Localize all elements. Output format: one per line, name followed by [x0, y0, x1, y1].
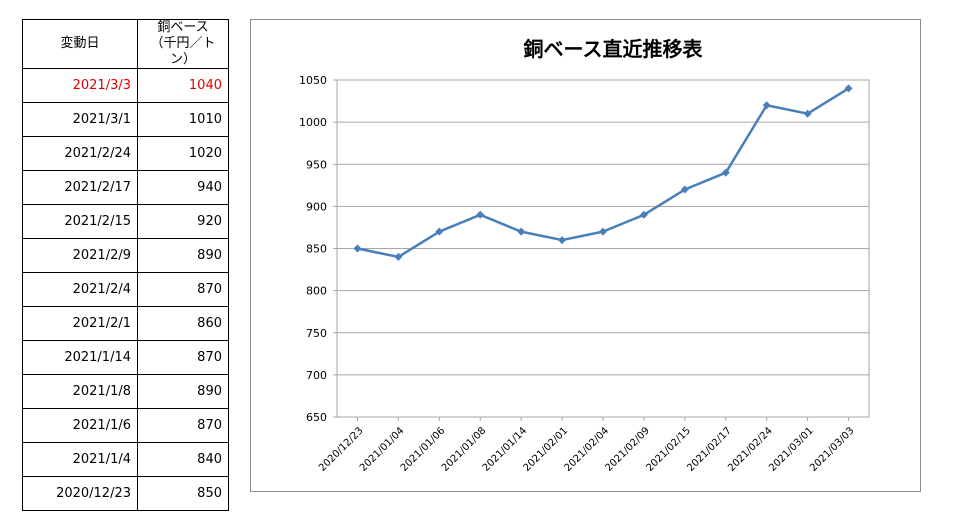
- y-tick-label: 1050: [299, 74, 327, 87]
- row-date: 2021/1/8: [22, 374, 138, 409]
- row-value: 1040: [137, 68, 229, 103]
- data-point: [394, 252, 403, 261]
- chart-title: 銅ベース直近推移表: [524, 37, 704, 61]
- table-row: 2021/1/6 870: [22, 408, 229, 443]
- header-value-line2: （千円／トン）: [150, 36, 216, 67]
- y-tick-label: 700: [306, 369, 327, 382]
- table-row: 2021/2/4 870: [22, 272, 229, 307]
- row-date: 2021/3/1: [22, 102, 138, 137]
- row-value: 1010: [137, 102, 229, 137]
- row-date: 2021/1/14: [22, 340, 138, 375]
- data-point: [435, 227, 444, 236]
- row-value: 920: [137, 204, 229, 239]
- data-point: [762, 101, 771, 110]
- data-point: [844, 84, 853, 93]
- y-tick-label: 850: [306, 243, 327, 256]
- row-date: 2021/2/4: [22, 272, 138, 307]
- data-point: [517, 227, 526, 236]
- table-row: 2021/1/4 840: [22, 442, 229, 477]
- y-tick-label: 950: [306, 158, 327, 171]
- table-row: 2021/1/8 890: [22, 374, 229, 409]
- row-value: 840: [137, 442, 229, 477]
- data-point: [353, 244, 362, 253]
- header-value-line1: 銅ベース: [157, 20, 209, 35]
- table-row: 2021/3/3 1040: [22, 68, 229, 103]
- copper-line-chart: 銅ベース直近推移表 650 700 750 800 850 900 950 1000 1050 20…: [299, 37, 870, 474]
- row-date: 2021/2/1: [22, 306, 138, 341]
- data-point: [558, 236, 567, 245]
- row-value: 890: [137, 238, 229, 273]
- row-value: 860: [137, 306, 229, 341]
- row-date: 2021/2/15: [22, 204, 138, 239]
- row-value: 870: [137, 272, 229, 307]
- chart-area: 銅ベース直近推移表 650 700 750 800 850 900 950 1000 1050 20…: [250, 19, 921, 492]
- y-tick-label: 650: [306, 411, 327, 424]
- table-row: 2021/2/15 920: [22, 204, 229, 239]
- table-row: 2020/12/23 850: [22, 476, 229, 511]
- data-point: [721, 168, 730, 177]
- row-date: 2021/2/24: [22, 136, 138, 171]
- table-row: 2021/3/1 1010: [22, 102, 229, 137]
- copper-price-table: 変動日 銅ベース （千円／トン） 2021/3/3 1040 2021/3/1 101…: [22, 19, 229, 511]
- row-value: 850: [137, 476, 229, 511]
- table-header-row: 変動日 銅ベース （千円／トン）: [22, 19, 229, 69]
- data-point: [476, 210, 485, 219]
- header-value: 銅ベース （千円／トン）: [137, 19, 229, 69]
- y-tick-label: 750: [306, 327, 327, 340]
- x-tick-label: 2021/03/03: [808, 425, 857, 474]
- row-value: 870: [137, 340, 229, 375]
- row-value: 870: [137, 408, 229, 443]
- table-row: 2021/2/24 1020: [22, 136, 229, 171]
- row-date: 2020/12/23: [22, 476, 138, 511]
- y-tick-label: 1000: [299, 116, 327, 129]
- row-date: 2021/2/17: [22, 170, 138, 205]
- data-point: [803, 109, 812, 118]
- header-date: 変動日: [22, 19, 138, 69]
- row-date: 2021/3/3: [22, 68, 138, 103]
- data-point: [639, 210, 648, 219]
- table-row: 2021/2/9 890: [22, 238, 229, 273]
- row-value: 890: [137, 374, 229, 409]
- data-point: [680, 185, 689, 194]
- table-row: 2021/2/1 860: [22, 306, 229, 341]
- data-point: [599, 227, 607, 236]
- row-date: 2021/2/9: [22, 238, 138, 273]
- y-tick-label: 800: [306, 285, 327, 298]
- row-date: 2021/1/4: [22, 442, 138, 477]
- table-row: 2021/1/14 870: [22, 340, 229, 375]
- y-tick-label: 900: [306, 200, 327, 213]
- row-date: 2021/1/6: [22, 408, 138, 443]
- row-value: 940: [137, 170, 229, 205]
- table-row: 2021/2/17 940: [22, 170, 229, 205]
- row-value: 1020: [137, 136, 229, 171]
